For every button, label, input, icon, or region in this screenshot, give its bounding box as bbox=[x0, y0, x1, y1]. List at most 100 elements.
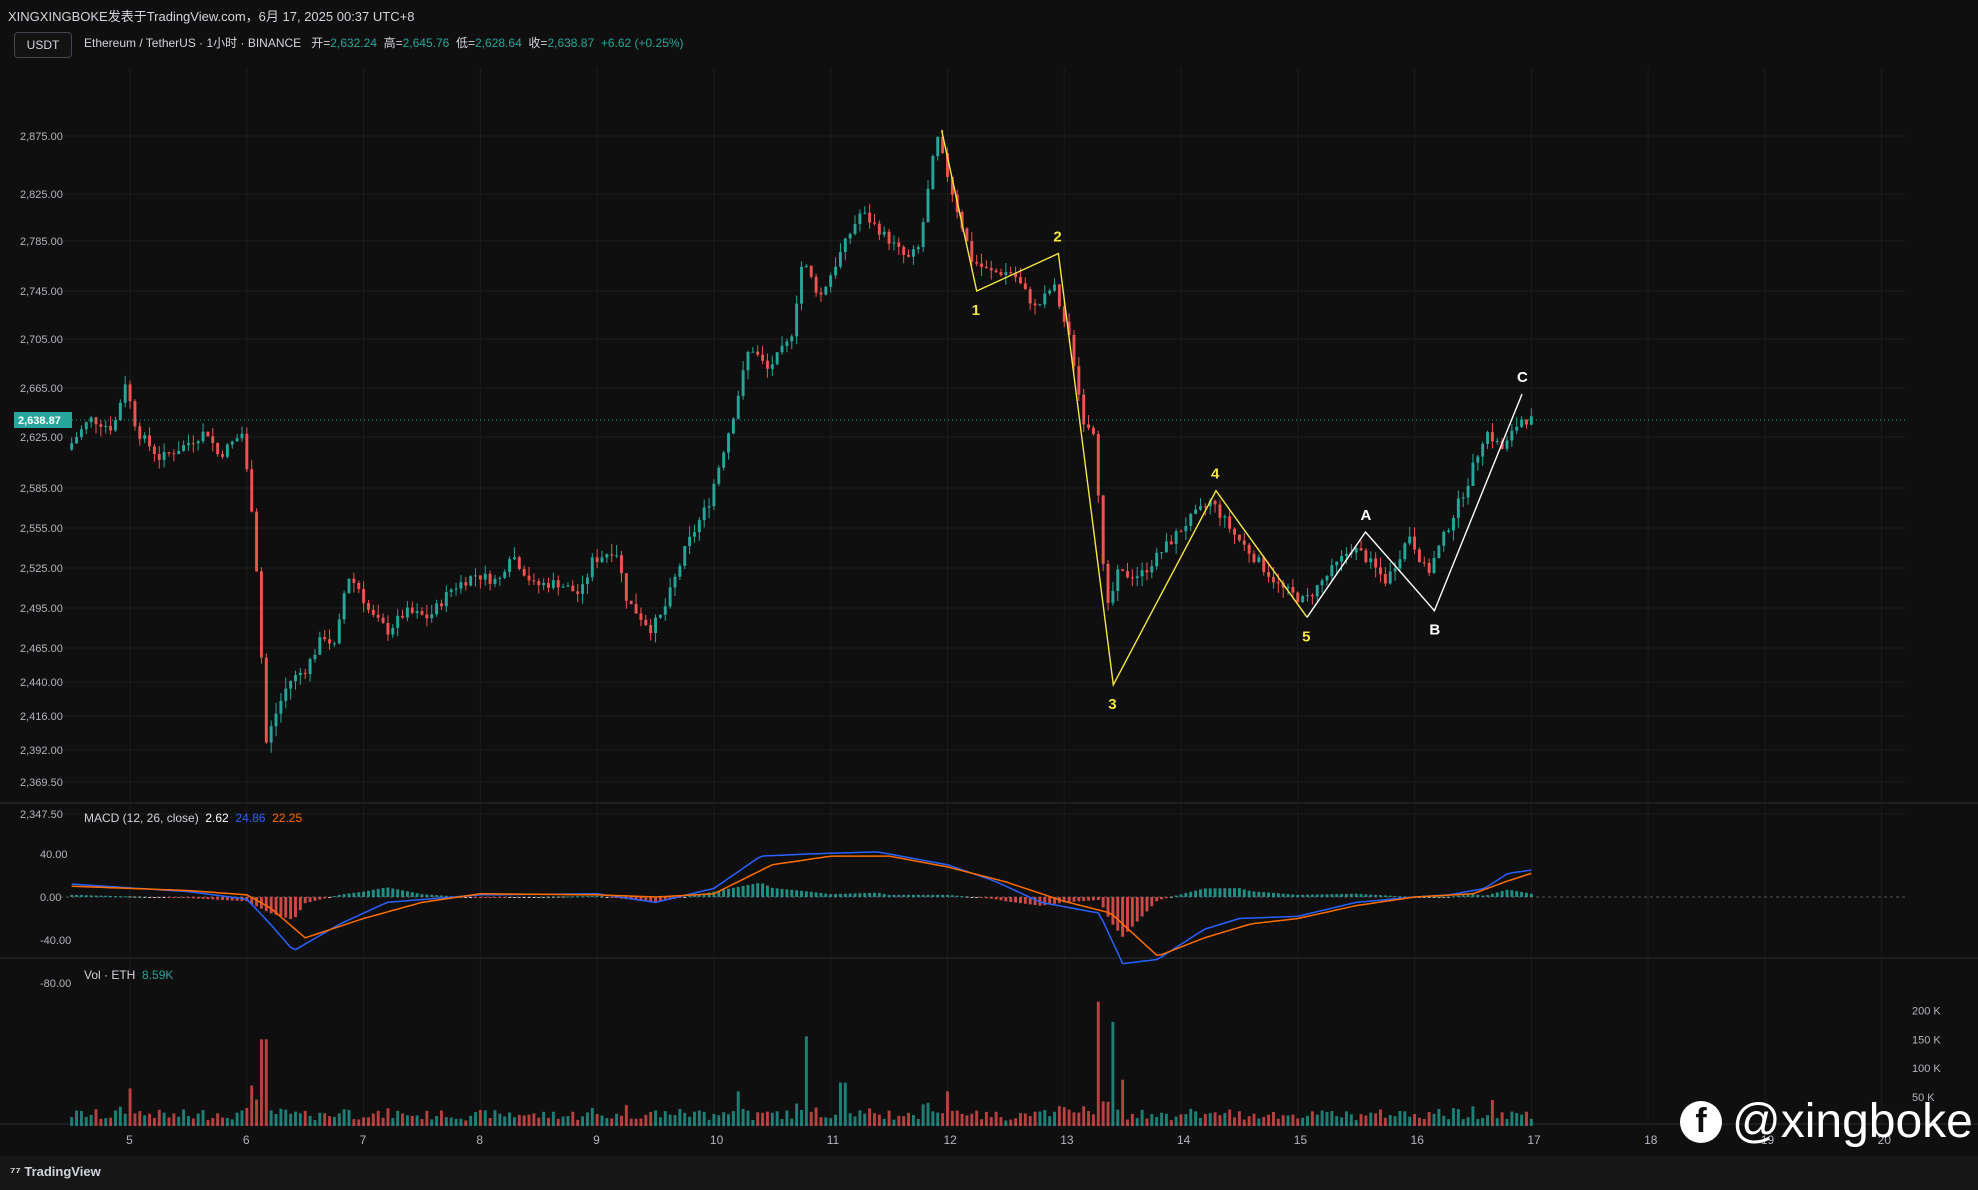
macd-hist-bar bbox=[94, 895, 98, 897]
macd-hist-bar bbox=[211, 897, 215, 900]
close-label: 收= bbox=[528, 36, 548, 50]
macd-hist-bar bbox=[600, 896, 604, 898]
macd-hist-bar bbox=[84, 895, 88, 897]
price-tick-label: 2,525.00 bbox=[20, 563, 63, 575]
candle-body bbox=[1213, 500, 1217, 505]
candle-body bbox=[1490, 432, 1494, 442]
candle-body bbox=[1413, 536, 1417, 550]
candle-body bbox=[478, 575, 482, 580]
candle-body bbox=[1359, 548, 1363, 551]
watermark-text: @xingboke bbox=[1732, 1095, 1973, 1148]
volume-bar bbox=[590, 1107, 594, 1126]
macd-hist-bar bbox=[1018, 897, 1022, 904]
candle-body bbox=[1194, 509, 1198, 514]
macd-hist-bar bbox=[371, 889, 375, 897]
macd-hist-bar bbox=[289, 897, 293, 920]
candle-body bbox=[1432, 557, 1436, 573]
macd-hist-bar bbox=[873, 892, 876, 897]
symbol-button[interactable]: USDT bbox=[14, 32, 72, 58]
candle-body bbox=[255, 511, 259, 572]
time-tick-label: 11 bbox=[827, 1133, 840, 1147]
macd-hist-bar bbox=[196, 897, 200, 899]
volume-bar bbox=[1169, 1120, 1173, 1126]
candle-body bbox=[1038, 304, 1042, 306]
macd-hist-bar bbox=[1490, 893, 1494, 897]
candle-body bbox=[503, 571, 507, 578]
candle-body bbox=[902, 246, 906, 255]
macd-hist-bar bbox=[644, 897, 648, 902]
candle-body bbox=[911, 249, 915, 257]
macd-hist-bar bbox=[332, 896, 336, 898]
volume-bar bbox=[1145, 1118, 1149, 1126]
volume-bar bbox=[1111, 1021, 1115, 1126]
macd-hist-bar bbox=[736, 886, 740, 897]
candle-body bbox=[230, 441, 234, 445]
candle-body bbox=[371, 609, 375, 615]
volume-bar bbox=[712, 1113, 716, 1126]
volume-bar bbox=[512, 1117, 516, 1126]
candle-body bbox=[1087, 424, 1091, 428]
macd-hist-bar bbox=[79, 895, 83, 897]
volume-bar bbox=[980, 1119, 983, 1126]
macd-hist-bar bbox=[1476, 894, 1480, 897]
macd-hist-bar bbox=[1330, 894, 1334, 897]
axes: 2,875.00 2,825.00 2,785.00 2,745.00 2,705.00… bbox=[14, 131, 1942, 1176]
candle-body bbox=[999, 272, 1003, 276]
tradingview-logo[interactable]: ⁷⁷ TradingView bbox=[10, 1164, 101, 1179]
macd-hist-bar bbox=[1257, 891, 1261, 897]
macd-hist-bar bbox=[1267, 892, 1271, 897]
volume-legend: Vol · ETH 8.59K bbox=[84, 968, 173, 982]
volume-bar bbox=[1403, 1111, 1407, 1126]
volume-bar bbox=[1189, 1108, 1193, 1126]
volume-bar bbox=[853, 1116, 857, 1126]
macd-hist-bar bbox=[678, 897, 682, 898]
candle-body bbox=[522, 568, 526, 576]
macd-hist-bar bbox=[1427, 896, 1431, 898]
volume-bar bbox=[1184, 1114, 1188, 1126]
macd-hist-bar bbox=[1135, 897, 1139, 922]
volume-bar bbox=[303, 1110, 307, 1126]
volume-bar bbox=[800, 1110, 803, 1126]
candle-body bbox=[401, 615, 404, 618]
volume-bar bbox=[658, 1117, 662, 1126]
last-price-tag bbox=[14, 412, 72, 429]
macd-hist-bar bbox=[926, 894, 930, 897]
candle-body bbox=[211, 436, 215, 443]
volume-bar bbox=[148, 1113, 151, 1126]
candle-body bbox=[965, 228, 969, 242]
volume-bar bbox=[873, 1113, 876, 1126]
macd-hist-bar bbox=[1276, 893, 1280, 897]
volume-bar bbox=[362, 1117, 366, 1126]
candle-body bbox=[1199, 506, 1202, 510]
candle-body bbox=[1422, 562, 1426, 564]
candle-body bbox=[1403, 543, 1407, 560]
candle-body bbox=[1476, 456, 1480, 463]
time-tick-label: 20 bbox=[1878, 1133, 1892, 1147]
macd-hist-bar bbox=[1432, 896, 1436, 898]
candle-body bbox=[731, 418, 735, 434]
volume-bar bbox=[469, 1115, 473, 1126]
candle-body bbox=[206, 431, 210, 437]
macd-hist-bar bbox=[313, 897, 317, 901]
macd-hist-bar bbox=[1116, 897, 1120, 931]
facebook-icon: f bbox=[1680, 1100, 1722, 1143]
wave-label-A: A bbox=[1361, 507, 1372, 524]
candle-body bbox=[386, 622, 390, 635]
price-tick-label: 2,665.00 bbox=[20, 383, 63, 395]
candle-body bbox=[1364, 550, 1368, 563]
candle-body bbox=[362, 589, 366, 604]
macd-hist-bar bbox=[201, 897, 205, 899]
volume-bar bbox=[1116, 1109, 1120, 1126]
volume-value: 8.59K bbox=[142, 968, 174, 982]
candle-body bbox=[537, 581, 541, 586]
candle-body bbox=[542, 582, 546, 586]
macd-hist-bar bbox=[177, 897, 181, 898]
candle-body bbox=[1447, 530, 1451, 532]
volume-bar bbox=[211, 1117, 215, 1126]
macd-line bbox=[71, 851, 1532, 965]
candle-body bbox=[1393, 568, 1397, 572]
candle-body bbox=[693, 532, 696, 537]
macd-hist-bar bbox=[556, 896, 560, 898]
